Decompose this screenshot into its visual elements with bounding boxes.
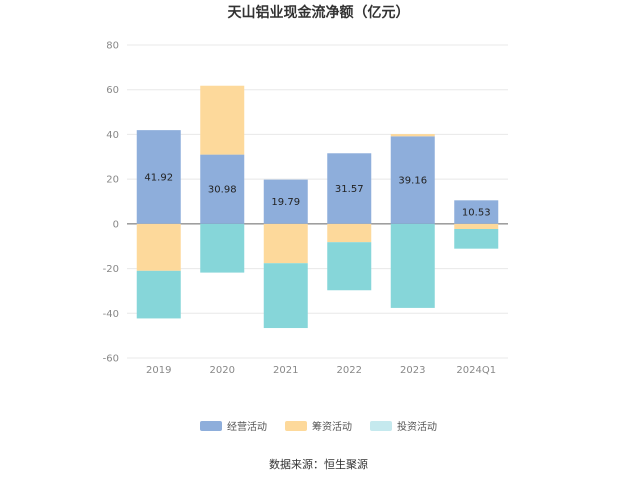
source-note: 数据来源：恒生聚源 [269,458,368,471]
bar-segment-investing [263,263,308,329]
bar-segment-financing [390,134,435,137]
x-tick-label: 2023 [400,365,425,376]
legend-item-financing[interactable]: 筹资活动 [285,418,352,433]
legend-label-operating: 经营活动 [227,422,267,433]
bar-segment-operating [263,179,308,224]
x-tick-label: 2019 [146,365,171,376]
data-label: 31.57 [335,184,364,195]
bar-segment-operating [200,154,245,224]
bar-segment-investing [390,223,435,308]
legend-swatch-operating [200,420,222,431]
data-label: 39.16 [398,176,427,187]
bar-segment-investing [136,270,181,319]
bar-segment-financing [327,223,372,243]
legend-swatch-investing [370,420,392,431]
x-tick-label: 2022 [337,365,362,376]
legend-item-operating[interactable]: 经营活动 [200,418,267,433]
x-tick-label: 2020 [210,365,235,376]
data-label: 41.92 [144,172,173,183]
data-label: 10.53 [462,208,491,219]
legend-label-financing: 筹资活动 [312,422,352,433]
legend-item-investing[interactable]: 投资活动 [370,418,437,433]
bar-segment-operating [136,130,181,224]
x-tick-label: 2021 [273,365,298,376]
y-tick-label: 20 [106,175,119,186]
bar-segment-operating [327,153,372,224]
bar-segment-financing [454,223,499,229]
y-tick-label: 40 [106,130,119,141]
y-tick-label: 80 [106,41,119,52]
chart-title: 天山铝业现金流净额（亿元） [227,5,410,21]
x-tick-label: 2024Q1 [456,365,496,376]
y-tick-label: -60 [103,354,119,365]
legend: 经营活动 筹资活动 投资活动 [0,418,637,433]
bar-segment-operating [454,200,499,224]
bar-segment-operating [390,136,435,224]
legend-swatch-financing [285,420,307,431]
legend-label-investing: 投资活动 [397,422,437,433]
bar-segment-financing [136,223,181,271]
data-label: 19.79 [271,197,300,208]
y-tick-label: 0 [113,219,119,230]
bar-segment-financing [200,85,245,155]
bar-segment-financing [263,223,308,264]
bar-segment-investing [454,228,499,249]
y-tick-label: 60 [106,85,119,96]
y-tick-label: -20 [103,264,119,275]
bar-segment-investing [200,223,245,273]
data-label: 30.98 [208,185,237,196]
y-tick-label: -40 [103,309,119,320]
bar-segment-investing [327,242,372,291]
